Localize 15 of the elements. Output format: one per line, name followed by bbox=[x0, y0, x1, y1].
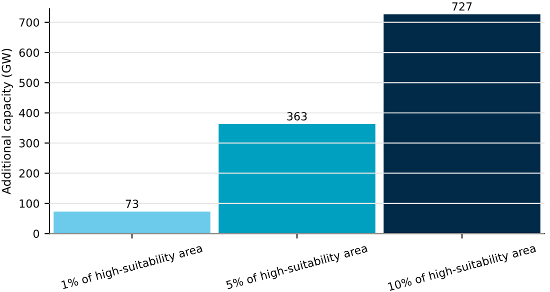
y-tick-label: 500 bbox=[19, 78, 40, 88]
y-tick-label: 400 bbox=[19, 108, 40, 118]
data-label: 363 bbox=[287, 112, 307, 121]
data-label: 727 bbox=[452, 2, 472, 10]
bar bbox=[218, 124, 376, 234]
bar bbox=[384, 14, 540, 234]
y-tick-label: 0 bbox=[33, 230, 40, 238]
y-tick-label: 300 bbox=[19, 139, 40, 148]
bar bbox=[54, 212, 210, 234]
y-tick-label: 700 bbox=[19, 18, 40, 27]
y-axis-title: Additional capacity (GW) bbox=[2, 48, 14, 194]
y-tick-label: 200 bbox=[19, 169, 40, 178]
y-tick-label: 100 bbox=[20, 199, 40, 208]
y-tick-label: 600 bbox=[19, 48, 40, 57]
data-label: 73 bbox=[126, 200, 138, 208]
